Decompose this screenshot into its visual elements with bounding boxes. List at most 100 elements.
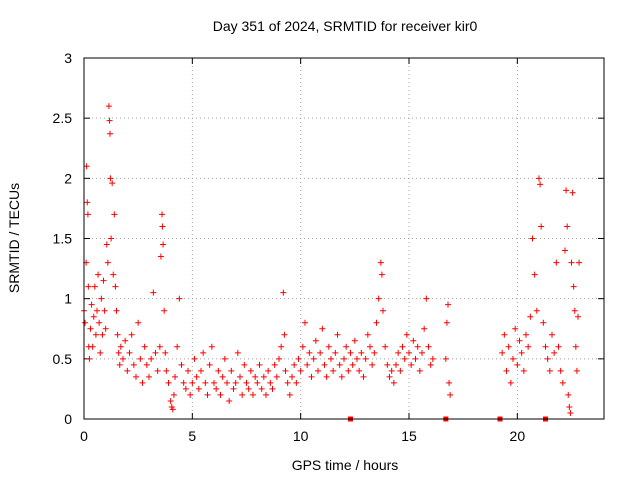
data-point	[565, 391, 572, 398]
data-point	[499, 349, 506, 356]
data-point	[525, 343, 532, 350]
data-point	[325, 343, 332, 350]
data-point	[193, 373, 200, 380]
data-point	[135, 319, 142, 326]
data-point	[536, 175, 542, 182]
data-point	[146, 373, 152, 380]
data-point	[410, 337, 417, 344]
data-point	[576, 259, 583, 266]
data-point	[399, 343, 406, 350]
data-point	[531, 271, 538, 278]
data-point	[559, 379, 566, 386]
data-point	[263, 391, 269, 398]
plot-frame	[83, 57, 605, 420]
data-point	[328, 355, 334, 362]
data-point	[83, 163, 90, 170]
data-point	[310, 355, 317, 362]
data-point	[378, 271, 385, 278]
data-point	[306, 349, 313, 356]
data-point	[549, 331, 555, 338]
data-point	[206, 361, 213, 368]
data-point	[187, 391, 194, 398]
data-point	[219, 373, 226, 380]
y-tick-label: 0	[64, 411, 72, 427]
data-point	[507, 379, 514, 386]
data-point	[185, 367, 191, 374]
data-point	[542, 343, 549, 350]
data-point	[397, 367, 404, 374]
data-point	[347, 349, 354, 356]
data-point	[97, 349, 104, 356]
data-point	[349, 361, 356, 368]
data-point	[360, 373, 367, 380]
data-point	[86, 355, 93, 362]
data-point	[101, 307, 108, 314]
data-point	[157, 253, 164, 260]
y-axis-label: SRMTID / TECUs	[6, 183, 22, 293]
data-point	[230, 385, 237, 392]
data-point	[245, 385, 252, 392]
data-point	[382, 343, 389, 350]
data-point	[252, 373, 259, 380]
data-points	[81, 103, 583, 422]
data-point	[510, 355, 516, 362]
data-point	[403, 331, 410, 338]
data-point	[564, 223, 571, 230]
data-point	[282, 367, 289, 374]
data-point	[163, 367, 170, 374]
data-point	[126, 349, 133, 356]
data-point	[96, 319, 103, 326]
data-point	[85, 283, 92, 290]
data-point	[351, 337, 358, 344]
data-point	[575, 313, 581, 320]
data-point	[189, 379, 196, 386]
data-point	[336, 361, 343, 368]
data-point	[412, 355, 419, 362]
data-point	[569, 189, 576, 196]
data-point	[429, 355, 436, 362]
data-point	[358, 349, 365, 356]
data-point	[291, 361, 298, 368]
data-point	[570, 283, 577, 290]
data-point	[567, 409, 574, 416]
data-point	[92, 331, 99, 338]
data-point	[82, 319, 89, 326]
data-point	[254, 379, 261, 386]
data-point	[215, 367, 222, 374]
data-point	[369, 361, 376, 368]
data-point	[281, 331, 288, 338]
data-point	[91, 283, 98, 290]
data-point	[286, 391, 293, 398]
data-point	[107, 175, 114, 182]
data-point	[170, 391, 177, 398]
data-point	[98, 295, 105, 302]
data-point	[330, 367, 337, 374]
data-point	[148, 355, 155, 362]
data-point	[108, 235, 115, 242]
data-point	[95, 271, 102, 278]
data-point	[232, 379, 239, 386]
data-point	[88, 301, 95, 308]
data-point	[568, 259, 575, 266]
data-point	[90, 313, 97, 320]
data-point	[84, 211, 91, 218]
data-point	[280, 289, 287, 296]
data-point	[133, 373, 139, 380]
x-tick-label: 15	[401, 428, 417, 444]
data-point	[425, 343, 432, 350]
data-point	[302, 319, 308, 326]
data-point	[299, 343, 306, 350]
data-point	[523, 331, 529, 338]
data-point	[180, 379, 187, 386]
data-point	[390, 379, 397, 386]
data-point	[113, 307, 120, 314]
data-point	[116, 361, 123, 368]
data-point	[200, 349, 207, 356]
data-point	[165, 379, 172, 386]
data-point	[182, 385, 189, 392]
data-point	[250, 391, 256, 398]
data-point	[87, 325, 94, 332]
data-point	[401, 355, 408, 362]
data-point	[247, 367, 254, 374]
data-point	[152, 349, 159, 356]
